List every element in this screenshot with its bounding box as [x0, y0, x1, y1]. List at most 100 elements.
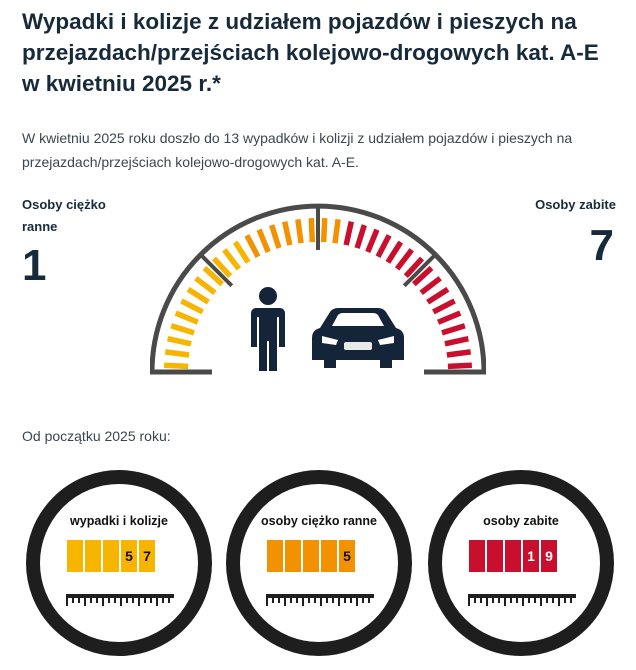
- ruler-tick: [72, 597, 74, 603]
- ruler-tick: [314, 597, 316, 603]
- counter-digit: [267, 540, 283, 572]
- ruler-tick: [266, 597, 268, 606]
- gauge-tick: [437, 310, 462, 325]
- ruler-tick: [492, 597, 494, 603]
- gauge-tick: [385, 240, 404, 264]
- ruler-tick: [132, 597, 134, 603]
- ruler-tick: [326, 597, 328, 603]
- page-title: Wypadki i kolizje z udziałem pojazdów i …: [22, 9, 599, 96]
- gauge-tick: [446, 349, 472, 358]
- ruler-tick: [302, 597, 304, 606]
- severity-gauge: [150, 203, 486, 375]
- gauge-tick: [202, 265, 225, 287]
- gauge-tick: [411, 265, 434, 287]
- gauge-tick: [174, 310, 199, 325]
- gauge-tick: [375, 234, 392, 258]
- counter-digit: [487, 540, 503, 572]
- ruler-tick: [150, 597, 152, 603]
- injured-label: Osoby ciężko ranne: [22, 197, 106, 234]
- counter-digit: [85, 540, 101, 572]
- gauge-tick: [244, 234, 261, 258]
- gauge-tick: [419, 276, 442, 296]
- ruler-tick: [480, 597, 482, 603]
- ruler-tick: [114, 597, 116, 603]
- counter-digit: [469, 540, 485, 572]
- gauge-tick: [222, 248, 242, 271]
- gauge-tick: [186, 286, 210, 305]
- ruler-tick: [162, 597, 164, 603]
- ruler-tick: [138, 597, 140, 606]
- ruler-tick: [504, 597, 506, 606]
- counter-digit: 5: [121, 540, 137, 572]
- ruler-tick: [356, 597, 358, 606]
- ruler-tick: [546, 597, 548, 603]
- gauge-tick: [332, 218, 341, 244]
- gauge-ticks: [150, 203, 486, 375]
- gauge-tick: [354, 224, 367, 249]
- gauge-tick: [211, 256, 233, 279]
- ruler-tick: [528, 597, 530, 603]
- gauge-tick: [170, 323, 195, 336]
- ruler-strip: [468, 594, 576, 606]
- counter-digit: [321, 540, 337, 572]
- gauge-tick: [167, 335, 192, 347]
- gauge-tick: [194, 276, 217, 296]
- counter-digit: 9: [541, 540, 557, 572]
- ruler-tick: [66, 597, 68, 606]
- ruler-tick: [102, 597, 104, 606]
- ruler-tick: [368, 597, 370, 603]
- gauge-tick: [281, 221, 293, 246]
- ruler-tick: [108, 597, 110, 603]
- gauge-tick: [256, 228, 271, 253]
- counter-digit: [285, 540, 301, 572]
- ruler-tick: [552, 597, 554, 603]
- ruler-tick: [168, 597, 170, 603]
- counter-label: osoby zabite: [483, 514, 559, 528]
- counter-digit: 5: [339, 540, 355, 572]
- killed-value: 7: [589, 221, 614, 270]
- ruler-tick: [534, 597, 536, 603]
- gauge-tick: [269, 224, 282, 249]
- ruler-tick: [96, 597, 98, 603]
- injured-value: 1: [22, 241, 47, 290]
- gauge-tick: [447, 362, 472, 370]
- ruler-tick: [90, 597, 92, 603]
- gauge-tick: [180, 298, 204, 315]
- gauge-tick: [365, 228, 380, 253]
- ruler-tick: [308, 597, 310, 603]
- gauge-divider: [199, 253, 234, 288]
- gauge-tick: [432, 298, 456, 315]
- ruler-tick: [272, 597, 274, 603]
- ruler-tick: [558, 597, 560, 606]
- gauge-tick: [403, 256, 425, 279]
- intro-text: W kwietniu 2025 roku doszło do 13 wypadk…: [22, 130, 573, 170]
- ruler-tick: [84, 597, 86, 606]
- ruler-tick: [486, 597, 488, 606]
- car-icon: [312, 308, 404, 368]
- counter-digit: [505, 540, 521, 572]
- killed-label: Osoby zabite: [535, 197, 616, 212]
- ruler-tick: [156, 597, 158, 606]
- counter-digits: 5: [267, 540, 355, 572]
- gauge-tick: [232, 240, 251, 264]
- counter-label: osoby ciężko ranne: [260, 514, 377, 528]
- ruler-strip: [66, 594, 174, 606]
- gauge-tick: [444, 335, 469, 347]
- gauge-tick: [426, 286, 450, 305]
- ruler-tick: [338, 597, 340, 606]
- ruler-tick: [332, 597, 334, 603]
- gauge-tick: [343, 221, 355, 246]
- counter-digit: 1: [523, 540, 539, 572]
- ruler-tick: [320, 597, 322, 606]
- ruler-tick: [344, 597, 346, 603]
- ruler-tick: [474, 597, 476, 603]
- ruler-tick: [278, 597, 280, 603]
- ruler-tick: [284, 597, 286, 606]
- counter-wheel: wypadki i kolizje 5 7: [26, 470, 212, 656]
- counter-wheel: osoby ciężko ranne 5: [226, 470, 412, 656]
- person-icon: [251, 287, 285, 371]
- ruler-tick: [498, 597, 500, 603]
- ruler-tick: [468, 597, 470, 606]
